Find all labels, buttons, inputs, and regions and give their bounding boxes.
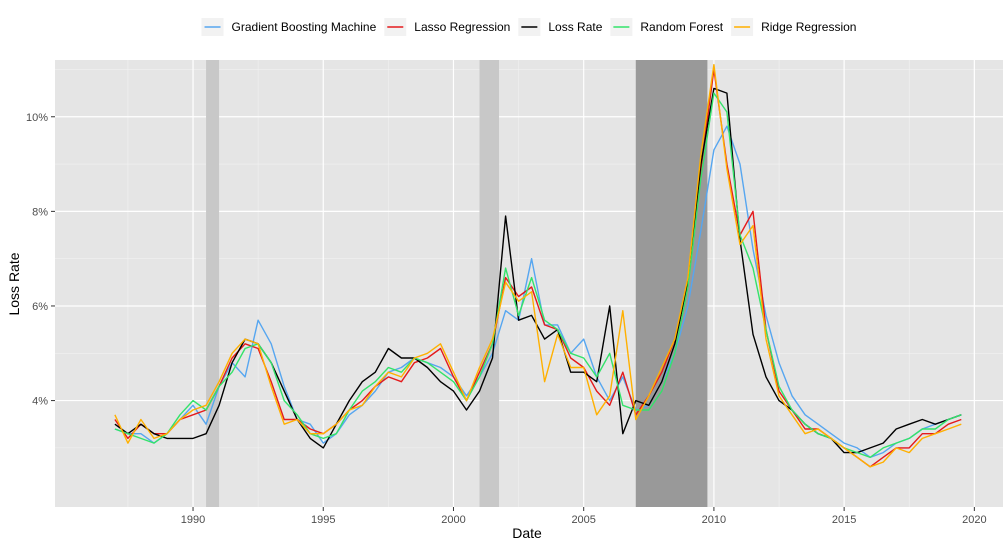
series-line-ridge-regression (114, 64, 962, 468)
legend-label: Lasso Regression (414, 20, 510, 34)
recession-band (479, 60, 500, 507)
x-tick-label: 2020 (962, 514, 986, 526)
legend-item-ridge-regression: Ridge Regression (731, 18, 856, 36)
series-lines (114, 64, 962, 468)
y-axis-title: Loss Rate (6, 252, 22, 315)
y-axis: 4% 6% 8% 10% (26, 112, 55, 408)
y-tick-label: 6% (32, 301, 48, 313)
x-tick-label: 2000 (441, 514, 465, 526)
recession-band (635, 60, 708, 507)
x-tick-label: 2005 (571, 514, 595, 526)
recession-band (206, 60, 220, 507)
x-tick-label: 1990 (181, 514, 205, 526)
series-line-random-forest (114, 92, 962, 458)
legend-label: Random Forest (640, 20, 723, 34)
legend-label: Gradient Boosting Machine (232, 20, 377, 34)
series-line-gradient-boosting-machine (114, 125, 962, 458)
x-axis-title: Date (512, 525, 542, 541)
legend-item-loss-rate: Loss Rate (518, 18, 603, 36)
legend-item-gradient-boosting-machine: Gradient Boosting Machine (201, 18, 377, 36)
x-tick-label: 1995 (311, 514, 335, 526)
legend-item-lasso-regression: Lasso Regression (384, 18, 510, 36)
legend: Gradient Boosting Machine Lasso Regressio… (201, 18, 856, 36)
y-tick-label: 4% (32, 396, 48, 408)
x-tick-label: 2010 (702, 514, 726, 526)
y-tick-label: 8% (32, 206, 48, 218)
y-tick-label: 10% (26, 112, 48, 124)
x-axis: 1990 1995 2000 2005 2010 2015 2020 (181, 507, 987, 526)
legend-label: Ridge Regression (761, 20, 856, 34)
x-tick-label: 2015 (832, 514, 856, 526)
legend-item-random-forest: Random Forest (610, 18, 724, 36)
legend-label: Loss Rate (548, 20, 602, 34)
